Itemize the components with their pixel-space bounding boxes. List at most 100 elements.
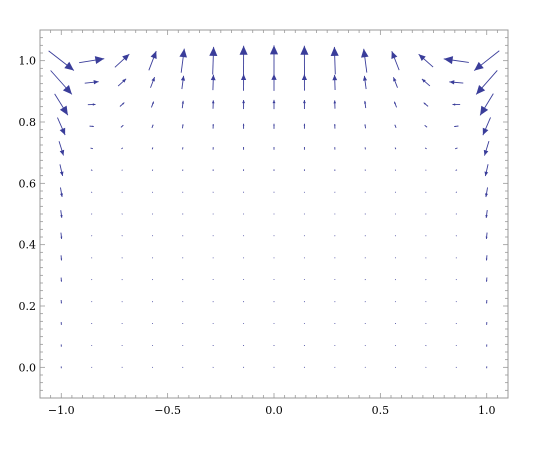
arrow-shaft xyxy=(121,169,123,171)
arrow-shaft xyxy=(91,191,93,193)
arrow-head xyxy=(330,46,339,57)
field-arrow xyxy=(151,147,154,150)
field-arrow xyxy=(60,232,63,239)
arrow-head xyxy=(301,74,308,80)
field-arrow xyxy=(271,73,277,91)
field-arrow xyxy=(332,74,338,91)
arrow-head xyxy=(391,51,398,59)
field-arrow xyxy=(452,103,461,106)
field-arrow xyxy=(272,99,276,110)
arrow-shaft xyxy=(424,147,427,150)
field-arrow xyxy=(425,169,427,171)
x-tick-label: 0.5 xyxy=(372,404,390,417)
field-arrow xyxy=(423,102,429,107)
arrow-head xyxy=(59,105,68,116)
arrow-head xyxy=(486,280,488,282)
field-arrow xyxy=(269,45,279,76)
field-arrow xyxy=(482,117,491,136)
arrow-head xyxy=(273,123,275,126)
y-tick-label: 0.0 xyxy=(19,361,37,374)
field-arrow xyxy=(361,48,369,73)
arrow-head xyxy=(60,302,62,304)
arrow-head xyxy=(269,45,279,55)
arrow-head xyxy=(210,74,216,81)
field-arrow xyxy=(394,147,397,150)
arrow-head xyxy=(476,85,486,95)
field-arrow xyxy=(391,51,400,71)
arrow-shaft xyxy=(151,147,154,150)
field-arrow xyxy=(330,46,339,75)
field-arrow xyxy=(50,70,73,95)
arrow-head xyxy=(485,236,488,239)
field-arrow xyxy=(473,50,500,71)
field-arrow xyxy=(60,210,63,218)
arrow-head xyxy=(60,236,63,239)
arrow-head xyxy=(421,78,426,83)
arrow-shaft xyxy=(121,147,124,150)
arrow-head xyxy=(64,61,74,71)
field-arrow xyxy=(57,117,66,136)
arrow-shaft xyxy=(121,213,123,215)
field-arrow xyxy=(362,75,368,90)
field-arrow xyxy=(454,147,458,150)
arrow-head xyxy=(211,100,215,104)
arrow-layer xyxy=(48,45,500,369)
field-arrow xyxy=(120,124,124,128)
field-arrow xyxy=(121,147,124,150)
arrow-head xyxy=(122,78,127,83)
field-arrow xyxy=(117,78,127,87)
field-arrow xyxy=(60,299,62,304)
arrow-head xyxy=(480,105,489,116)
field-arrow xyxy=(424,124,428,128)
arrow-head xyxy=(93,80,99,85)
field-arrow xyxy=(48,50,75,71)
arrow-head xyxy=(242,123,245,126)
arrow-head xyxy=(151,101,154,104)
field-arrow xyxy=(418,53,434,68)
arrow-head xyxy=(482,127,489,136)
arrow-head xyxy=(181,100,185,104)
arrow-head xyxy=(240,74,247,80)
arrow-head xyxy=(60,193,64,197)
field-arrow xyxy=(84,80,99,85)
arrow-head xyxy=(302,100,306,104)
field-arrow xyxy=(180,75,186,90)
x-tick-label: −0.5 xyxy=(154,404,181,417)
field-arrow xyxy=(79,56,105,65)
arrow-shaft xyxy=(90,147,93,150)
arrow-head xyxy=(394,124,396,127)
y-tick-label: 1.0 xyxy=(19,55,37,68)
field-arrow xyxy=(151,124,154,129)
field-arrow xyxy=(486,277,488,282)
arrow-head xyxy=(94,56,105,65)
field-arrow xyxy=(148,50,157,71)
field-arrow xyxy=(89,125,94,128)
field-arrow xyxy=(479,93,494,116)
arrow-head xyxy=(60,280,62,282)
arrow-shaft xyxy=(121,191,123,193)
arrow-head xyxy=(394,101,397,105)
field-arrow xyxy=(150,76,155,88)
arrow-head xyxy=(60,258,63,261)
field-arrow xyxy=(393,101,398,108)
arrow-head xyxy=(483,149,489,156)
field-arrow xyxy=(485,210,488,218)
field-arrow xyxy=(455,191,458,193)
arrow-head xyxy=(364,124,366,126)
y-tick-label: 0.4 xyxy=(19,239,37,252)
arrow-head xyxy=(452,103,456,106)
y-tick-label: 0.2 xyxy=(19,300,37,313)
arrow-head xyxy=(474,61,484,71)
arrow-head xyxy=(363,100,367,104)
arrow-head xyxy=(59,127,66,136)
x-tick-label: 1.0 xyxy=(478,404,496,417)
field-arrow xyxy=(210,74,216,91)
arrow-shaft xyxy=(455,191,458,193)
arrow-shaft xyxy=(90,169,93,171)
y-axis-labels: 0.0 0.2 0.4 0.6 0.8 1.0 xyxy=(19,55,37,375)
field-arrow xyxy=(242,99,246,110)
arrow-head xyxy=(303,123,306,126)
field-arrow xyxy=(483,141,490,156)
field-arrow xyxy=(181,100,185,109)
arrow-head xyxy=(424,125,426,127)
